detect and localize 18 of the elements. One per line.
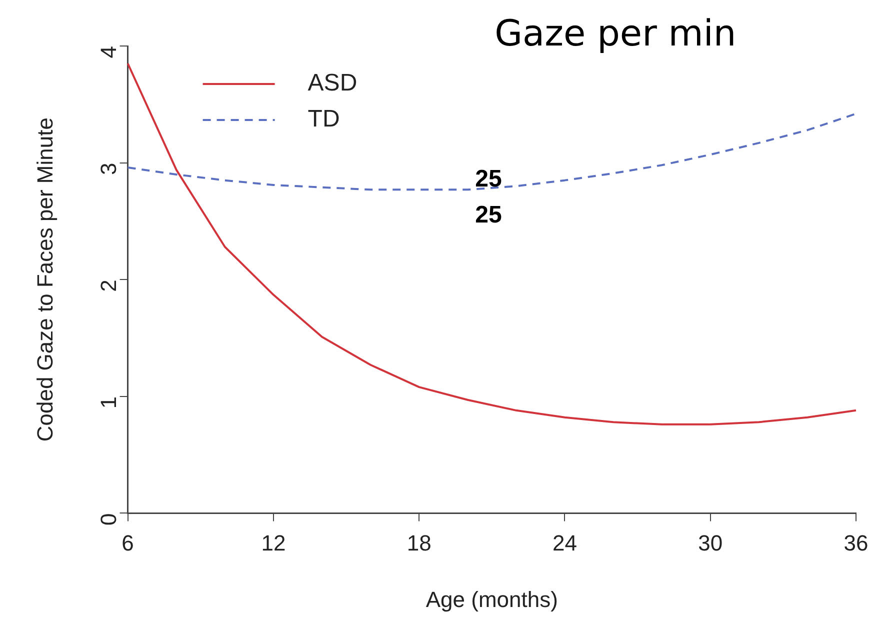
x-axis-title: Age (months) [426,586,558,612]
y-tick-label: 3 [96,162,121,176]
legend-label: ASD [308,70,358,97]
x-tick-label: 36 [844,530,868,556]
x-tick-label: 30 [698,530,723,556]
chart-title: Gaze per min [494,13,736,54]
annotation: 25 [475,166,502,193]
y-tick-label: 4 [96,46,121,58]
x-tick-label: 18 [406,530,432,556]
y-tick-label: 2 [96,280,121,292]
x-tick-label: 12 [261,530,286,556]
y-axis-title: Coded Gaze to Faces per Minute [32,118,58,442]
y-tick-label: 1 [96,396,121,409]
x-tick-label: 24 [552,530,577,556]
y-tick-label: 0 [96,513,121,526]
x-tick-label: 6 [122,530,134,556]
annotation: 25 [475,202,502,229]
legend-label: TD [308,106,340,133]
